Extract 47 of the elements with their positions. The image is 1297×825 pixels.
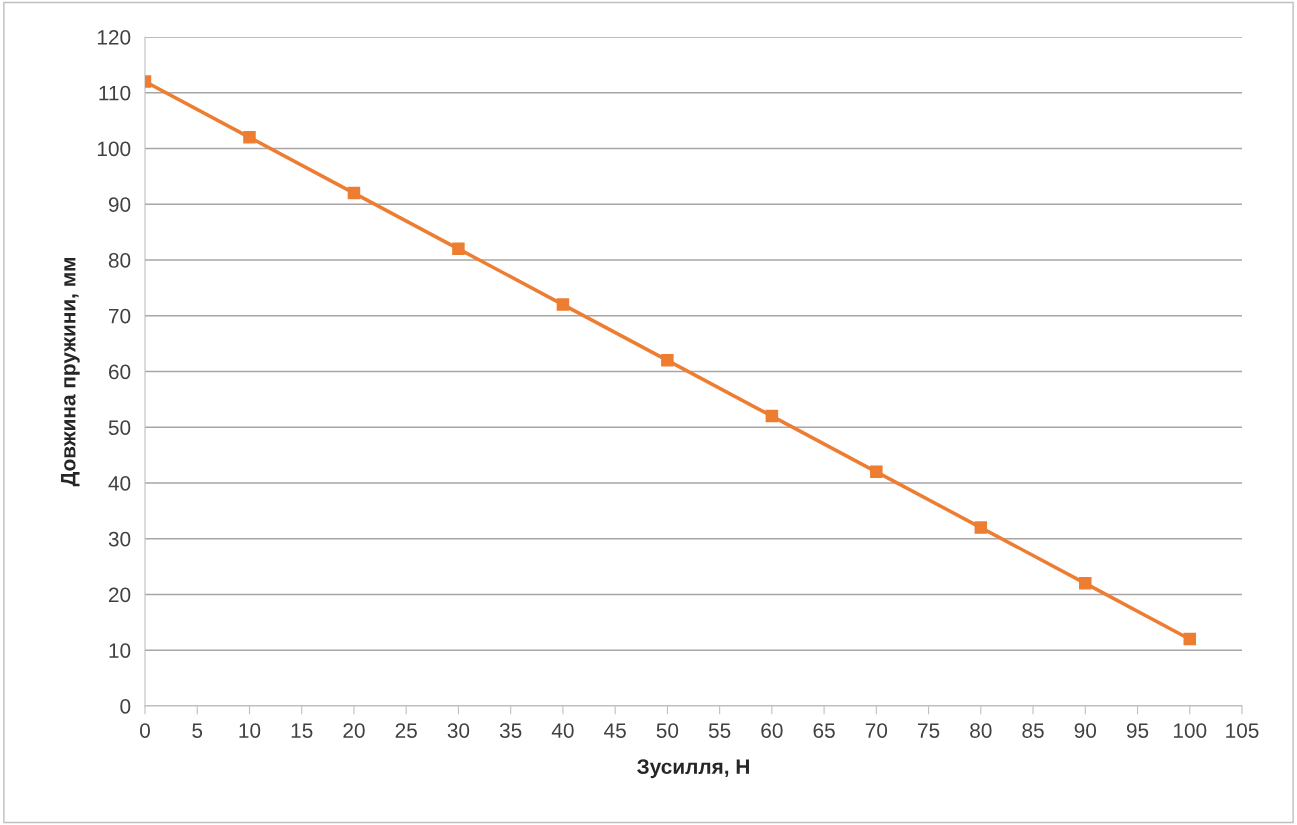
point [1183, 632, 1197, 646]
x-tick-label: 90 [1074, 723, 1097, 738]
point [1079, 577, 1092, 590]
x-tick-label: 70 [865, 723, 888, 738]
x-tick-label: 50 [656, 723, 679, 738]
x-tick-label: 35 [499, 723, 522, 738]
point [661, 354, 674, 367]
x-tick-label: 80 [970, 723, 992, 738]
x-tick-label: 60 [761, 723, 783, 738]
y-tick-label: 120 [97, 30, 131, 45]
x-tick-label: 20 [343, 723, 365, 738]
x-axis-title: Зусилля, Н [637, 759, 749, 779]
x-tick-label: 0 [140, 723, 150, 738]
x-tick-label: 95 [1126, 723, 1149, 738]
point [452, 242, 465, 256]
point [347, 186, 361, 200]
y-tick-label: 110 [99, 85, 131, 101]
y-tick-label: 90 [108, 197, 131, 212]
point [870, 465, 883, 479]
point [765, 409, 779, 423]
point [974, 521, 988, 534]
x-tick-label: 65 [813, 723, 835, 738]
point [243, 131, 256, 144]
y-tick-label: 80 [108, 253, 131, 268]
x-tick-label: 55 [708, 723, 731, 738]
x-tick-label: 10 [239, 723, 261, 738]
y-tick-label: 70 [109, 308, 131, 324]
x-tick-label: 45 [604, 723, 626, 738]
y-tick-label: 20 [108, 587, 131, 603]
y-tick-label: 60 [109, 364, 131, 380]
x-tick-label: 75 [918, 723, 940, 738]
x-tick-label: 40 [551, 723, 574, 738]
x-tick-label: 25 [395, 723, 417, 738]
y-tick-label: 100 [97, 141, 131, 157]
x-tick-label: 100 [1173, 723, 1207, 738]
y-tick-label: 30 [108, 531, 131, 547]
y-tick-label: 0 [120, 699, 131, 714]
y-tick-label: 40 [108, 476, 131, 491]
x-tick-label: 85 [1022, 723, 1044, 738]
y-tick-label: 50 [108, 420, 131, 435]
x-tick-label: 5 [192, 723, 203, 738]
x-tick-label: 15 [291, 723, 313, 738]
x-tick-label: 105 [1226, 723, 1259, 738]
y-tick-label: 10 [109, 643, 131, 658]
x-tick-label: 30 [447, 723, 470, 738]
point [556, 298, 570, 311]
y-axis-title: Довжина пружини, мм [61, 257, 80, 487]
